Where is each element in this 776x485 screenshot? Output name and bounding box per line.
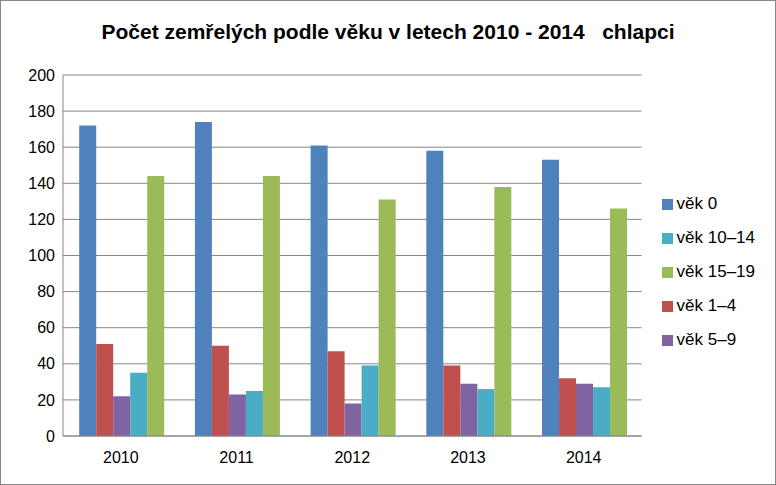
- svg-text:100: 100: [28, 247, 55, 264]
- html-text:Počet zemřelých podle věku v l: Počet zemřelých podle věku v letech 2010…: [101, 20, 675, 43]
- svg-text:160: 160: [28, 139, 55, 156]
- html-text:věk 5–9: věk 5–9: [676, 330, 737, 349]
- svg-text:2013: 2013: [450, 449, 486, 466]
- svg-text:2010: 2010: [103, 449, 139, 466]
- svg-text:180: 180: [28, 103, 55, 120]
- html-text:věk 10–14: věk 10–14: [676, 228, 755, 247]
- html-text:věk 15–19: věk 15–19: [676, 262, 755, 281]
- svg-text:120: 120: [28, 211, 55, 228]
- svg-text:0: 0: [46, 428, 55, 445]
- svg-text:2011: 2011: [219, 449, 254, 466]
- svg-text:2012: 2012: [334, 449, 370, 466]
- svg-text:140: 140: [28, 175, 55, 192]
- svg-text:60: 60: [37, 319, 55, 336]
- svg-text:80: 80: [37, 283, 55, 300]
- html-text:věk 1–4: věk 1–4: [676, 296, 737, 315]
- svg-text:2014: 2014: [566, 449, 602, 466]
- svg-text:200: 200: [28, 67, 55, 84]
- html-text:věk 0: věk 0: [676, 194, 718, 213]
- svg-text:40: 40: [37, 355, 55, 372]
- svg-text:20: 20: [37, 392, 55, 409]
